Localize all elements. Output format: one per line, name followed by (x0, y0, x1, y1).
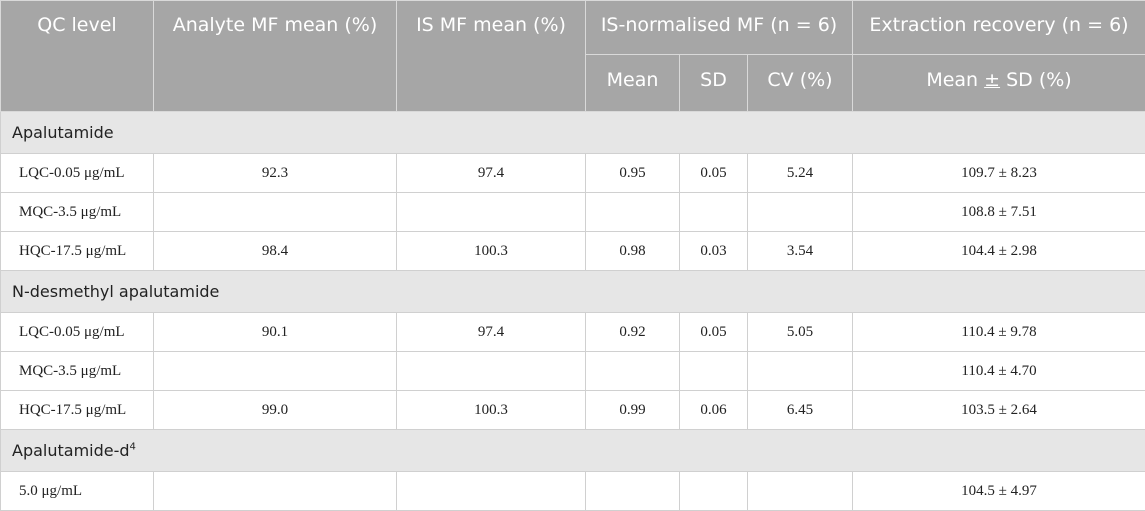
normalised-sd-cell (680, 472, 748, 511)
normalised-mean-cell (586, 472, 680, 511)
analyte-mf-cell: 90.1 (154, 313, 397, 352)
is-mf-cell: 100.3 (397, 391, 586, 430)
normalised-cv-cell (748, 472, 853, 511)
extraction-recovery-cell: 108.8 ± 7.51 (853, 193, 1145, 232)
normalised-cv-cell: 6.45 (748, 391, 853, 430)
header-mean: Mean (586, 54, 680, 111)
header-mean-sd: Mean ± SD (%) (853, 54, 1145, 111)
analyte-mf-cell (154, 193, 397, 232)
extraction-recovery-cell: 104.5 ± 4.97 (853, 472, 1145, 511)
section-title-superscript: 4 (130, 441, 136, 452)
plus-minus-symbol: ± (984, 69, 1000, 91)
header-sd: SD (680, 54, 748, 111)
header-is-mf-mean: IS MF mean (%) (397, 1, 586, 112)
extraction-recovery-cell: 110.4 ± 9.78 (853, 313, 1145, 352)
qc-level-cell: 5.0 μg/mL (1, 472, 154, 511)
analyte-mf-cell: 98.4 (154, 232, 397, 271)
normalised-mean-cell (586, 193, 680, 232)
header-analyte-mf-mean: Analyte MF mean (%) (154, 1, 397, 112)
analyte-mf-cell: 92.3 (154, 154, 397, 193)
is-mf-cell (397, 472, 586, 511)
normalised-cv-cell: 5.05 (748, 313, 853, 352)
qc-level-cell: MQC-3.5 μg/mL (1, 193, 154, 232)
section-row: Apalutamide-d4 (1, 430, 1145, 472)
is-mf-cell: 97.4 (397, 154, 586, 193)
header-is-normalised-mf: IS-normalised MF (n = 6) (586, 1, 853, 55)
header-cv: CV (%) (748, 54, 853, 111)
header-extraction-recovery: Extraction recovery (n = 6) (853, 1, 1145, 55)
normalised-cv-cell: 5.24 (748, 154, 853, 193)
qc-level-cell: LQC-0.05 μg/mL (1, 154, 154, 193)
normalised-sd-cell: 0.03 (680, 232, 748, 271)
qc-level-cell: LQC-0.05 μg/mL (1, 313, 154, 352)
section-title-text: Apalutamide (12, 123, 114, 142)
extraction-recovery-cell: 103.5 ± 2.64 (853, 391, 1145, 430)
normalised-sd-cell: 0.05 (680, 154, 748, 193)
normalised-cv-cell: 3.54 (748, 232, 853, 271)
normalised-mean-cell: 0.98 (586, 232, 680, 271)
normalised-sd-cell: 0.05 (680, 313, 748, 352)
normalised-sd-cell: 0.06 (680, 391, 748, 430)
normalised-cv-cell (748, 193, 853, 232)
extraction-recovery-cell: 110.4 ± 4.70 (853, 352, 1145, 391)
qc-level-cell: MQC-3.5 μg/mL (1, 352, 154, 391)
table-row: MQC-3.5 μg/mL 110.4 ± 4.70 (1, 352, 1145, 391)
extraction-recovery-cell: 109.7 ± 8.23 (853, 154, 1145, 193)
is-mf-cell (397, 352, 586, 391)
is-mf-cell (397, 193, 586, 232)
is-mf-cell: 97.4 (397, 313, 586, 352)
analyte-mf-cell (154, 352, 397, 391)
analyte-mf-cell: 99.0 (154, 391, 397, 430)
normalised-mean-cell: 0.92 (586, 313, 680, 352)
normalised-mean-cell: 0.99 (586, 391, 680, 430)
normalised-sd-cell (680, 193, 748, 232)
table-header: QC level Analyte MF mean (%) IS MF mean … (1, 1, 1145, 112)
extraction-recovery-cell: 104.4 ± 2.98 (853, 232, 1145, 271)
normalised-mean-cell: 0.95 (586, 154, 680, 193)
normalised-sd-cell (680, 352, 748, 391)
table-row: MQC-3.5 μg/mL 108.8 ± 7.51 (1, 193, 1145, 232)
section-title-text: N-desmethyl apalutamide (12, 282, 219, 301)
section-title-text: Apalutamide-d (12, 441, 130, 460)
table-row: 5.0 μg/mL 104.5 ± 4.97 (1, 472, 1145, 511)
qc-level-cell: HQC-17.5 μg/mL (1, 232, 154, 271)
analyte-mf-cell (154, 472, 397, 511)
is-mf-cell: 100.3 (397, 232, 586, 271)
section-title: Apalutamide (1, 112, 1145, 154)
header-qc-level: QC level (1, 1, 154, 112)
normalised-cv-cell (748, 352, 853, 391)
normalised-mean-cell (586, 352, 680, 391)
section-title: N-desmethyl apalutamide (1, 271, 1145, 313)
qc-level-cell: HQC-17.5 μg/mL (1, 391, 154, 430)
header-mean-sd-prefix: Mean (926, 69, 984, 91)
section-title: Apalutamide-d4 (1, 430, 1145, 472)
section-row: N-desmethyl apalutamide (1, 271, 1145, 313)
header-mean-sd-suffix: SD (%) (1000, 69, 1072, 91)
section-row: Apalutamide (1, 112, 1145, 154)
